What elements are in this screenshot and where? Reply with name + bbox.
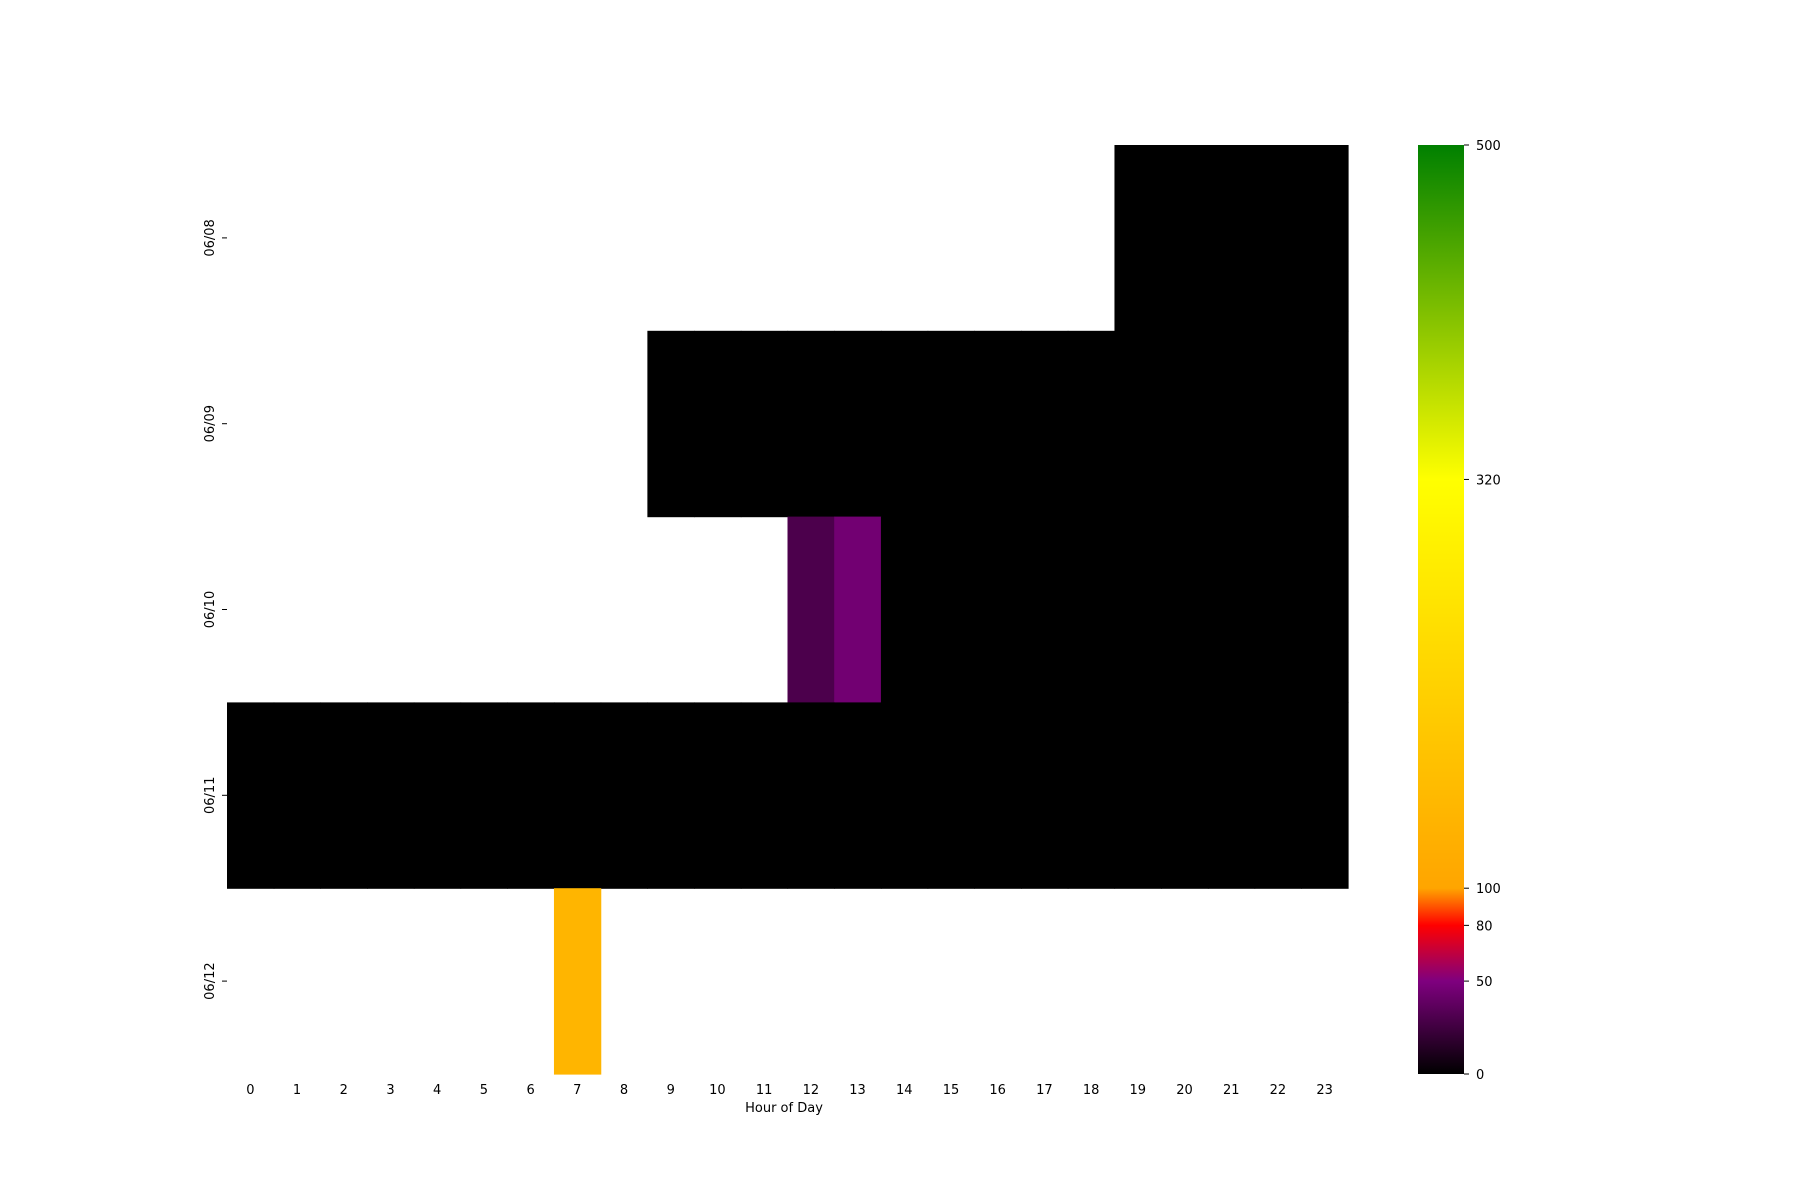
heatmap-cell — [1254, 516, 1302, 703]
x-tick-label: 14 — [896, 1083, 913, 1098]
heatmap-cell — [1021, 516, 1069, 703]
heatmap-cell — [1207, 516, 1256, 703]
x-tick-label: 15 — [943, 1083, 960, 1098]
colorbar-tick-label: 100 — [1476, 882, 1501, 897]
heatmap-cell — [740, 702, 789, 889]
heatmap-cell — [1207, 330, 1256, 518]
heatmap-cell — [927, 702, 975, 889]
y-tick-label: 06/09 — [203, 405, 218, 442]
x-tick-label: 21 — [1223, 1083, 1240, 1098]
heatmap-cell — [927, 330, 975, 518]
heatmap-cell — [740, 330, 789, 518]
x-tick-label: 1 — [293, 1083, 301, 1098]
x-tick-label: 10 — [709, 1083, 726, 1098]
x-axis-ticks: 0 1 2 3 4 5 6 7 8 9 10 11 12 13 14 15 16 17 18 19 20 21 22 23 — [246, 1083, 1333, 1098]
heatmap-cells — [227, 145, 1349, 1075]
heatmap-cell — [834, 516, 882, 703]
x-tick-label: 23 — [1316, 1083, 1333, 1098]
heatmap-cell — [880, 516, 929, 703]
y-axis-ticks: 06/08 06/09 06/10 06/11 06/12 — [203, 219, 227, 1000]
heatmap-cell — [600, 702, 648, 889]
heatmap-cell — [1067, 516, 1116, 703]
colorbar — [1418, 145, 1464, 1074]
heatmap-cell — [927, 516, 975, 703]
colorbar-tick-label: 80 — [1476, 919, 1493, 934]
x-tick-label: 18 — [1083, 1083, 1100, 1098]
colorbar-tick-label: 50 — [1476, 975, 1493, 990]
heatmap-cell — [1161, 702, 1209, 889]
x-axis-label: Hour of Day — [745, 1101, 823, 1116]
heatmap-cell — [647, 702, 695, 889]
heatmap-cell — [974, 330, 1022, 518]
heatmap-cell — [1254, 145, 1302, 332]
y-tick-label: 06/10 — [203, 591, 218, 628]
x-tick-label: 0 — [246, 1083, 254, 1098]
colorbar-tick-label: 0 — [1476, 1068, 1484, 1083]
x-tick-label: 6 — [526, 1083, 534, 1098]
y-tick-label: 06/08 — [203, 219, 218, 256]
heatmap-cell — [834, 702, 882, 889]
heatmap-cell — [460, 702, 508, 889]
heatmap-cell — [1114, 145, 1162, 332]
heatmap-cell — [834, 330, 882, 518]
heatmap-cell — [787, 330, 835, 518]
heatmap-cell — [507, 702, 555, 889]
x-tick-label: 22 — [1270, 1083, 1287, 1098]
heatmap-cell — [1161, 516, 1209, 703]
heatmap-cell — [880, 702, 929, 889]
heatmap-cell — [1254, 330, 1302, 518]
heatmap-cell — [1021, 330, 1069, 518]
x-tick-label: 12 — [803, 1083, 820, 1098]
heatmap-cell — [1207, 145, 1256, 332]
heatmap-cell — [1161, 145, 1209, 332]
colorbar-ticks: 0 50 80 100 320 500 — [1464, 139, 1501, 1083]
x-tick-label: 3 — [386, 1083, 394, 1098]
heatmap-cell — [1254, 702, 1302, 889]
x-tick-label: 11 — [756, 1083, 773, 1098]
heatmap-cell — [647, 330, 695, 518]
heatmap-cell — [974, 702, 1022, 889]
heatmap-cell — [694, 702, 742, 889]
heatmap-cell — [1161, 330, 1209, 518]
heatmap-cell — [1067, 702, 1116, 889]
x-tick-label: 20 — [1176, 1083, 1193, 1098]
heatmap-cell — [694, 330, 742, 518]
heatmap-cell — [553, 888, 602, 1075]
x-tick-label: 17 — [1036, 1083, 1053, 1098]
heatmap-cell — [1114, 330, 1162, 518]
heatmap-cell — [1301, 330, 1349, 518]
heatmap-cell — [787, 702, 835, 889]
heatmap-cell — [1301, 702, 1349, 889]
x-tick-label: 5 — [480, 1083, 488, 1098]
x-tick-label: 9 — [667, 1083, 675, 1098]
x-tick-label: 13 — [849, 1083, 866, 1098]
heatmap-cell — [1114, 516, 1162, 703]
x-tick-label: 4 — [433, 1083, 441, 1098]
heatmap-cell — [320, 702, 368, 889]
x-tick-label: 7 — [573, 1083, 581, 1098]
heatmap-cell — [273, 702, 322, 889]
y-tick-label: 06/11 — [203, 777, 218, 814]
heatmap-cell — [553, 702, 602, 889]
x-tick-label: 8 — [620, 1083, 628, 1098]
colorbar-tick-label: 320 — [1476, 473, 1501, 488]
x-tick-label: 2 — [340, 1083, 348, 1098]
heatmap-cell — [1207, 702, 1256, 889]
heatmap-cell — [1301, 145, 1349, 332]
heatmap-cell — [880, 330, 929, 518]
x-tick-label: 16 — [989, 1083, 1006, 1098]
heatmap-cell — [974, 516, 1022, 703]
heatmap-cell — [367, 702, 415, 889]
heatmap-cell — [1301, 516, 1349, 703]
colorbar-tick-label: 500 — [1476, 139, 1501, 154]
x-tick-label: 19 — [1130, 1083, 1147, 1098]
heatmap-cell — [1021, 702, 1069, 889]
heatmap-cell — [1067, 330, 1116, 518]
heatmap-cell — [1114, 702, 1162, 889]
y-tick-label: 06/12 — [203, 962, 218, 999]
heatmap-cell — [413, 702, 462, 889]
heatmap-cell — [227, 702, 275, 889]
heatmap-cell — [787, 516, 835, 703]
